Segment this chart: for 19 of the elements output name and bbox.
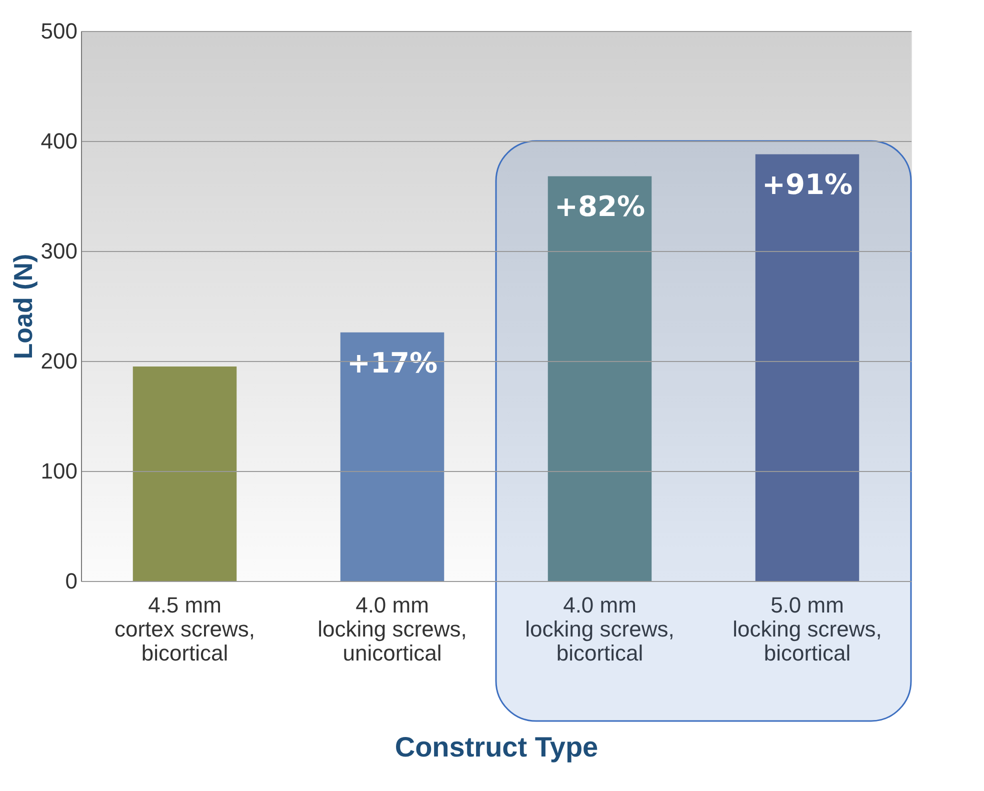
- annotation: +82%: [554, 190, 645, 224]
- x-tick-label: 4.5 mm cortex screws, bicortical: [114, 592, 256, 666]
- x-tick-label: 4.0 mm locking screws, unicortical: [318, 592, 467, 666]
- bar: [132, 366, 237, 581]
- y-axis-title: Load (N): [8, 254, 38, 360]
- bar: [340, 332, 444, 581]
- y-tick-label: 300: [40, 238, 78, 264]
- y-tick-label: 200: [40, 348, 78, 374]
- x-axis-title: Construct Type: [394, 732, 598, 762]
- bar: [755, 154, 860, 581]
- annotation: +17%: [347, 346, 438, 380]
- x-tick-label: 5.0 mm locking screws, bicortical: [732, 592, 882, 666]
- bar: [548, 176, 652, 581]
- x-tick-label: 4.0 mm locking screws, bicortical: [525, 592, 674, 666]
- y-tick-label: 400: [40, 128, 78, 154]
- annotation: +91%: [762, 168, 852, 202]
- y-tick-label: 100: [40, 458, 78, 484]
- y-tick-label: 500: [40, 18, 78, 44]
- y-tick-label: 0: [65, 568, 78, 594]
